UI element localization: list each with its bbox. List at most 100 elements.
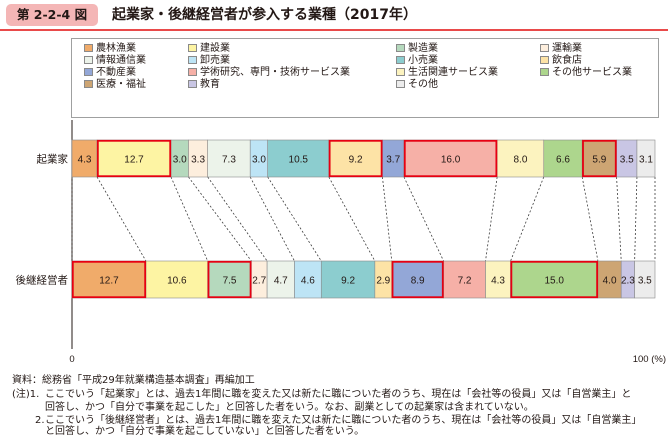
bar-segment <box>267 139 330 178</box>
data-label: 9.2 <box>341 276 355 287</box>
chart-legend: 農林漁業 建設業 製造業 運輸業情報通信業 卸売業 小売業 飲食店不動産業 学術研究、専門・技… <box>71 38 659 118</box>
connector-line <box>581 176 599 262</box>
connector-lines <box>71 176 656 262</box>
legend-swatch <box>396 68 405 76</box>
legend-item: 不動産業 <box>84 67 136 79</box>
highlight-outline <box>582 139 617 178</box>
figure-header: 第 2-2-4 図 起業家・後継経営者が参入する業種（2017年） <box>0 0 668 31</box>
bar-segment <box>71 139 98 178</box>
legend-label: 医療・福祉 <box>96 79 146 90</box>
data-label: 7.2 <box>458 276 472 287</box>
bar-segment <box>403 139 498 178</box>
data-label: 8.9 <box>411 276 425 287</box>
header-rule <box>0 29 668 31</box>
bar-segment <box>634 260 656 299</box>
bar-segment <box>581 139 617 178</box>
bar-segment <box>266 260 295 299</box>
connector-line <box>403 176 444 262</box>
legend-swatch <box>84 68 93 76</box>
legend-label: 学術研究、専門・技術サービス業 <box>200 67 350 78</box>
connector-line <box>485 176 498 262</box>
bar-segment <box>294 260 322 299</box>
legend-item: 情報通信業 <box>84 55 146 67</box>
bar-row: 12.7 10.6 7.5 2.7 4.7 4.6 9.2 2.9 8.9 7.2 4.3 15.0 4… <box>16 260 656 299</box>
highlight-outline <box>71 260 147 299</box>
data-label: 3.7 <box>386 155 400 166</box>
legend-swatch <box>188 56 197 64</box>
note-2-prefix: 2. <box>35 415 45 426</box>
legend-item: その他サービス業 <box>540 67 632 79</box>
data-label: 4.6 <box>301 276 315 287</box>
data-label: 3.5 <box>638 276 652 287</box>
legend-label: 運輸業 <box>552 43 582 54</box>
legend-label: 小売業 <box>408 55 438 66</box>
data-label: 2.7 <box>252 276 266 287</box>
bar-segment <box>510 260 599 299</box>
data-label: 4.0 <box>603 276 617 287</box>
data-label: 4.7 <box>274 276 288 287</box>
legend-item: 卸売業 <box>188 55 230 67</box>
highlight-outline <box>207 260 252 299</box>
legend-swatch <box>540 68 549 76</box>
legend-label: 生活関連サービス業 <box>408 67 498 78</box>
legend-label: 卸売業 <box>200 55 230 66</box>
legend-item: 建設業 <box>188 43 230 55</box>
x-tick-label: 100 (%) <box>633 354 666 365</box>
data-label: 5.9 <box>592 155 606 166</box>
highlight-outline <box>96 139 172 178</box>
note-2-line-1: ここでいう「後継経営者」とは、過去1年間に職を変えた又は新たに職についた者のうち… <box>45 415 642 426</box>
legend-label: 製造業 <box>408 43 438 54</box>
bar-segment <box>71 260 147 299</box>
data-label: 2.3 <box>621 276 635 287</box>
bar-segment <box>207 139 251 178</box>
connector-line <box>188 176 252 262</box>
data-label: 3.5 <box>620 155 634 166</box>
legend-label: 農林漁業 <box>96 43 136 54</box>
data-label: 4.3 <box>491 276 505 287</box>
legend-swatch <box>188 68 197 76</box>
bar-segment <box>543 139 583 178</box>
data-label: 3.0 <box>252 155 266 166</box>
legend-item: 学術研究、専門・技術サービス業 <box>188 67 350 79</box>
source-note: 資料：総務省「平成29年就業構造基本調査」再編加工 <box>12 375 255 386</box>
data-label: 2.9 <box>376 276 390 287</box>
legend-swatch <box>84 56 93 64</box>
highlight-outline <box>403 139 498 178</box>
legend-item: 小売業 <box>396 55 438 67</box>
legend-label: 飲食店 <box>552 55 582 66</box>
legend-swatch <box>188 44 197 52</box>
connector-line <box>510 176 545 262</box>
connector-line <box>96 176 147 262</box>
data-label: 10.6 <box>167 276 187 287</box>
bar-row: 4.3 12.7 3.0 3.3 7.3 3.0 10.5 9.2 3.7 16.0 8.0 6.6 5… <box>37 139 656 178</box>
category-label: 起業家 <box>37 153 69 166</box>
data-label: 8.0 <box>514 155 528 166</box>
legend-swatch <box>396 44 405 52</box>
legend-label: 建設業 <box>200 43 230 54</box>
bar-segment <box>496 139 545 178</box>
x-tick-label: 0 <box>69 354 74 365</box>
note-1-line-2: 回答し、かつ「自分で事業を起こした」と回答した者をいう。なお、副業としての起業家… <box>45 402 534 413</box>
bar-segment <box>145 260 209 299</box>
data-label: 15.0 <box>545 276 565 287</box>
figure-number-badge: 第 2-2-4 図 <box>6 4 98 26</box>
data-label: 7.5 <box>223 276 237 287</box>
legend-label: 不動産業 <box>96 67 136 78</box>
legend-label: その他サービス業 <box>552 67 632 78</box>
data-label: 12.7 <box>99 276 119 287</box>
data-label: 4.3 <box>78 155 92 166</box>
note-2-line-2: と回答し、かつ「自分で事業を起こしていない」と回答した者をいう。 <box>45 426 365 437</box>
connector-line <box>328 176 376 262</box>
highlight-outline <box>328 139 383 178</box>
data-label: 7.3 <box>222 155 236 166</box>
figure-title: 起業家・後継経営者が参入する業種（2017年） <box>112 7 417 23</box>
legend-item: 飲食店 <box>540 55 582 67</box>
data-label: 6.6 <box>556 155 570 166</box>
note-1-line-1: ここでいう「起業家」とは、過去1年間に職を変えた又は新たに職についた者のうち、現… <box>45 389 632 400</box>
data-label: 9.2 <box>349 155 363 166</box>
legend-swatch <box>396 56 405 64</box>
bar-segment <box>636 139 656 178</box>
legend-swatch <box>396 80 405 88</box>
legend-item: 製造業 <box>396 43 438 55</box>
legend-swatch <box>188 80 197 88</box>
